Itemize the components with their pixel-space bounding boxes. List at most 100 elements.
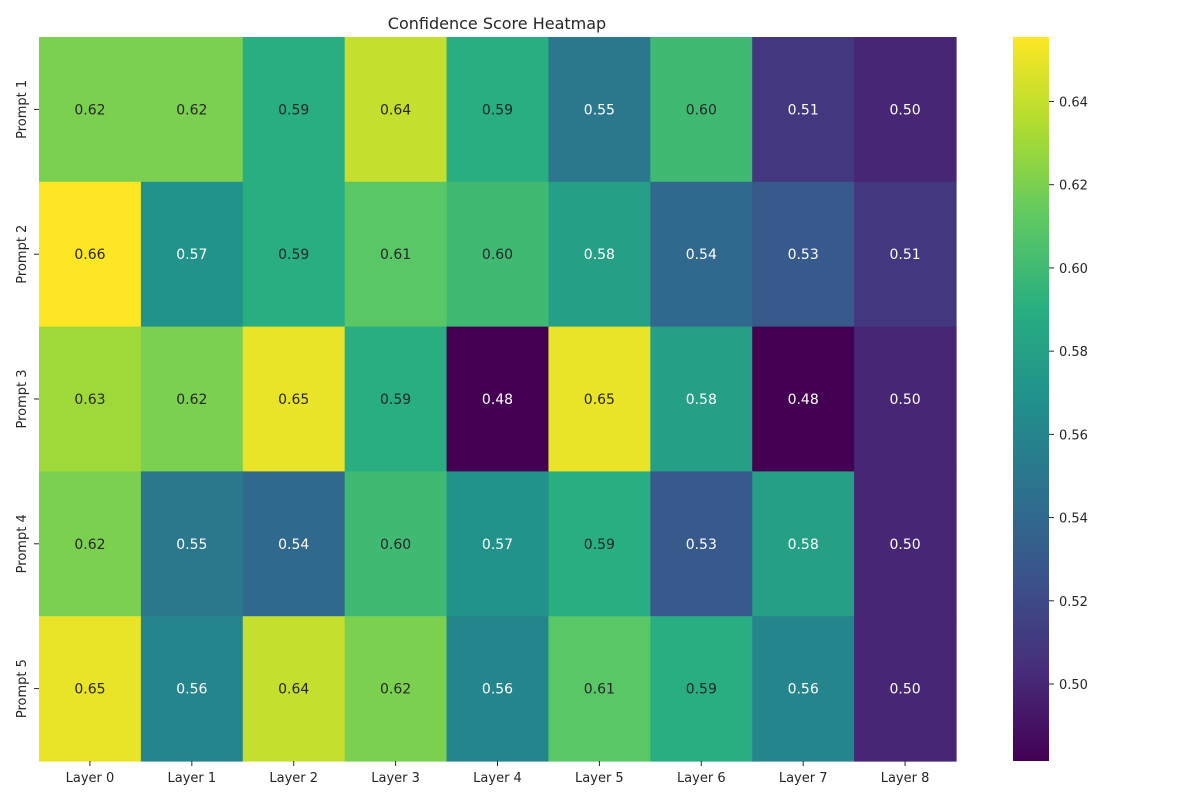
cell-label-r4-c3: 0.62 [380, 682, 411, 698]
heatmap-cell-r3-c8 [854, 471, 957, 617]
y-tick-label-3: Prompt 4 [15, 514, 30, 573]
cell-label-r2-c4: 0.48 [482, 392, 513, 408]
cell-label-r4-c6: 0.59 [686, 682, 717, 698]
colorbar-tick-label-3: 0.56 [1059, 428, 1088, 443]
heatmap-cell-r3-c4 [446, 471, 550, 617]
heatmap-cell-r1-c6 [650, 181, 753, 328]
heatmap-cell-r0-c3 [344, 37, 448, 183]
cell-label-r1-c7: 0.53 [788, 247, 819, 263]
y-tick-label-4: Prompt 5 [15, 659, 30, 718]
x-tick-label-0: Layer 0 [66, 771, 115, 786]
cell-label-r3-c6: 0.53 [686, 537, 717, 553]
cell-label-r0-c0: 0.62 [74, 102, 105, 118]
heatmap-cell-r2-c1 [140, 326, 244, 472]
cell-label-r0-c2: 0.59 [278, 102, 309, 118]
heatmap-cell-r2-c7 [752, 326, 855, 472]
cell-label-r3-c7: 0.58 [788, 537, 819, 553]
cell-label-r4-c8: 0.50 [889, 682, 920, 698]
x-tick-label-6: Layer 6 [677, 771, 726, 786]
cell-label-r1-c3: 0.61 [380, 247, 411, 263]
colorbar-gradient [1013, 37, 1049, 761]
cell-label-r0-c3: 0.64 [380, 102, 411, 118]
heatmap-cell-r3-c6 [650, 471, 753, 617]
heatmap-cell-r3-c1 [140, 471, 244, 617]
heatmap-cell-r3-c2 [242, 471, 346, 617]
heatmap-cell-r1-c5 [548, 181, 651, 328]
cell-label-r0-c5: 0.55 [584, 102, 615, 118]
heatmap-cell-r0-c0 [39, 37, 142, 183]
colorbar-tick-label-4: 0.58 [1059, 345, 1088, 360]
x-axis: Layer 0 Layer 1 Layer 2 Layer 3 Layer 4 Layer… [66, 761, 930, 786]
cell-label-r3-c5: 0.59 [584, 537, 615, 553]
heatmap-cell-r2-c2 [242, 326, 346, 472]
heatmap-cell-r0-c5 [548, 37, 651, 183]
cell-label-r2-c8: 0.50 [889, 392, 920, 408]
heatmap-cell-r1-c4 [446, 181, 550, 328]
x-tick-label-7: Layer 7 [779, 771, 828, 786]
y-tick-label-1: Prompt 2 [15, 225, 30, 284]
heatmap-cell-r1-c2 [242, 181, 346, 328]
heatmap-cell-r4-c5 [548, 616, 651, 762]
heatmap-cell-r2-c8 [854, 326, 957, 472]
heatmap-cell-r1-c1 [140, 181, 244, 328]
heatmap-cell-r4-c8 [854, 616, 957, 762]
heatmap-cell-r3-c3 [344, 471, 448, 617]
cell-label-r4-c7: 0.56 [788, 682, 819, 698]
x-tick-label-1: Layer 1 [168, 771, 217, 786]
heatmap-cell-r0-c2 [242, 37, 346, 183]
colorbar: 0.50 0.52 0.54 0.56 0.58 0.60 0.62 0.64 [1013, 37, 1088, 761]
cell-label-r1-c2: 0.59 [278, 247, 309, 263]
cell-label-r3-c1: 0.55 [176, 537, 207, 553]
heatmap-cell-r4-c3 [344, 616, 448, 762]
x-tick-label-8: Layer 8 [881, 771, 930, 786]
heatmap-cell-r4-c7 [752, 616, 855, 762]
heatmap-cell-r0-c8 [854, 37, 957, 183]
cell-label-r2-c2: 0.65 [278, 392, 309, 408]
heatmap-cell-r2-c0 [39, 326, 142, 472]
colorbar-tick-label-2: 0.54 [1059, 512, 1088, 527]
heatmap-cell-r0-c4 [446, 37, 550, 183]
cell-label-r0-c4: 0.59 [482, 102, 513, 118]
colorbar-tick-label-0: 0.50 [1059, 678, 1088, 693]
heatmap-cell-r2-c4 [446, 326, 550, 472]
x-tick-label-4: Layer 4 [473, 771, 522, 786]
cell-label-r2-c0: 0.63 [74, 392, 105, 408]
heatmap-cell-r3-c5 [548, 471, 651, 617]
cell-label-r1-c0: 0.66 [74, 247, 105, 263]
colorbar-tick-label-7: 0.64 [1059, 95, 1088, 110]
heatmap-cell-r0-c6 [650, 37, 753, 183]
heatmap-cell-r4-c2 [242, 616, 346, 762]
cell-label-r1-c5: 0.58 [584, 247, 615, 263]
heatmap-cell-r2-c3 [344, 326, 448, 472]
heatmap-cell-r4-c6 [650, 616, 753, 762]
y-tick-label-0: Prompt 1 [15, 80, 30, 139]
x-tick-label-3: Layer 3 [371, 771, 420, 786]
heatmap-cells [39, 37, 957, 762]
cell-label-r2-c7: 0.48 [788, 392, 819, 408]
cell-label-r0-c6: 0.60 [686, 102, 717, 118]
heatmap-cell-r4-c4 [446, 616, 550, 762]
heatmap-cell-r4-c0 [39, 616, 142, 762]
cell-label-r3-c3: 0.60 [380, 537, 411, 553]
heatmap-cell-r3-c7 [752, 471, 855, 617]
cell-label-r0-c1: 0.62 [176, 102, 207, 118]
heatmap-cell-r1-c3 [344, 181, 448, 328]
heatmap-cell-r2-c5 [548, 326, 651, 472]
cell-label-r3-c2: 0.54 [278, 537, 309, 553]
colorbar-tick-label-1: 0.52 [1059, 595, 1088, 610]
cell-label-r3-c0: 0.62 [74, 537, 105, 553]
cell-label-r4-c5: 0.61 [584, 682, 615, 698]
colorbar-tick-label-5: 0.60 [1059, 262, 1088, 277]
y-axis: Prompt 1 Prompt 2 Prompt 3 Prompt 4 Prompt 5 [15, 80, 39, 718]
cell-label-r2-c6: 0.58 [686, 392, 717, 408]
cell-label-r0-c7: 0.51 [788, 102, 819, 118]
heatmap-cell-r1-c0 [39, 181, 142, 328]
cell-label-r2-c1: 0.62 [176, 392, 207, 408]
x-tick-label-2: Layer 2 [269, 771, 318, 786]
cell-label-r3-c8: 0.50 [889, 537, 920, 553]
cell-label-r4-c4: 0.56 [482, 682, 513, 698]
heatmap-cell-r1-c7 [752, 181, 855, 328]
cell-label-r1-c4: 0.60 [482, 247, 513, 263]
chart-title: Confidence Score Heatmap [388, 14, 606, 33]
cell-label-r1-c8: 0.51 [889, 247, 920, 263]
